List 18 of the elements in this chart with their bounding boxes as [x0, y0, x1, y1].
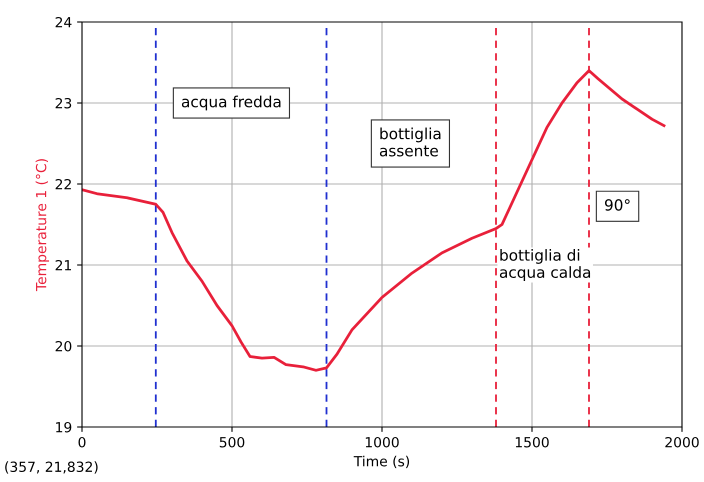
y-tick-label: 24: [56, 16, 72, 28]
x-tick-label: 0: [78, 436, 86, 448]
y-tick-label: 23: [56, 98, 72, 108]
y-axis-title: Temperature 1 (°C): [36, 159, 50, 292]
y-tick-label: 19: [56, 422, 72, 432]
y-tick-label: 22: [56, 178, 71, 190]
x-tick-label: 2000: [665, 436, 699, 448]
y-tick-label: 21: [56, 260, 71, 270]
annotation: 90°: [604, 199, 630, 211]
annotation: acqua fredda: [182, 96, 280, 110]
x-axis-title: Time (s): [354, 456, 410, 468]
y-tick-label: 20: [56, 340, 72, 352]
x-tick-label: 1500: [516, 436, 549, 448]
annotation: bottiglia assente: [380, 128, 440, 156]
x-tick-label: 500: [220, 436, 244, 448]
text: (357, 21,832): [5, 461, 98, 474]
x-tick-label: 1000: [366, 436, 399, 448]
annotation: bottiglia di acqua calda: [500, 249, 590, 281]
